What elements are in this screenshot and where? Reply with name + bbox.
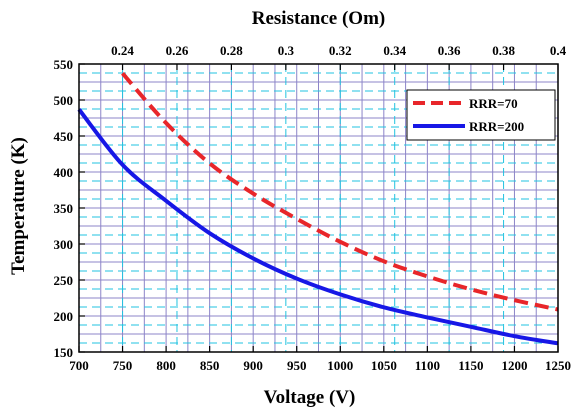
y-tick-labels: 150 200 250 300 350 400 450 500 550 (54, 57, 74, 360)
x-tick-label: 850 (200, 358, 220, 373)
x-tick-label: 750 (113, 358, 133, 373)
y-tick-label: 500 (54, 93, 74, 108)
x-tick-label: 700 (69, 358, 89, 373)
series-line-rrr200 (77, 108, 559, 346)
x-tick-label: 900 (243, 358, 263, 373)
x-tick-label: 1050 (371, 358, 397, 373)
legend-box (406, 89, 556, 141)
top-x-tick-labels: 0.24 0.26 0.28 0.3 0.32 0.34 0.36 0.38 0.4 (111, 43, 566, 58)
top-tick-label: 0.4 (550, 43, 567, 58)
x-tick-label: 1000 (327, 358, 353, 373)
y-tick-label: 450 (54, 129, 74, 144)
legend-label-rrr70: RRR=70 (469, 96, 518, 111)
plot-frame (78, 63, 559, 353)
top-axis-title: Resistance (Om) (252, 8, 386, 29)
top-tick-label: 0.26 (166, 43, 189, 58)
y-tick-label: 300 (54, 237, 74, 252)
x-tick-label: 1100 (415, 358, 440, 373)
y-tick-label: 250 (54, 273, 74, 288)
top-tick-label: 0.3 (278, 43, 295, 58)
top-tick-label: 0.28 (220, 43, 243, 58)
series-lines (77, 72, 559, 346)
top-tick-label: 0.32 (329, 43, 352, 58)
x-tick-labels: 700 750 800 850 900 950 1000 1050 1100 1150 1200 12… (69, 358, 571, 373)
x-tick-label: 1150 (458, 358, 483, 373)
top-tick-label: 0.34 (383, 43, 406, 58)
y-tick-label: 350 (54, 201, 74, 216)
x-tick-label: 950 (287, 358, 307, 373)
x-tick-label: 800 (156, 358, 176, 373)
legend: RRR=70 RRR=200 (406, 89, 556, 141)
series-line-rrr70 (121, 72, 559, 312)
y-tick-label: 550 (54, 57, 74, 72)
legend-label-rrr200: RRR=200 (469, 119, 524, 134)
top-tick-label: 0.24 (111, 43, 134, 58)
y-tick-label: 400 (54, 165, 74, 180)
y-axis-title: Temperature (K) (8, 137, 29, 275)
top-tick-label: 0.38 (492, 43, 515, 58)
y-tick-label: 150 (54, 345, 74, 360)
y-tick-label: 200 (54, 309, 74, 324)
x-tick-label: 1250 (545, 358, 571, 373)
top-tick-label: 0.36 (438, 43, 461, 58)
x-axis-title: Voltage (V) (264, 387, 356, 408)
x-tick-label: 1200 (501, 358, 527, 373)
